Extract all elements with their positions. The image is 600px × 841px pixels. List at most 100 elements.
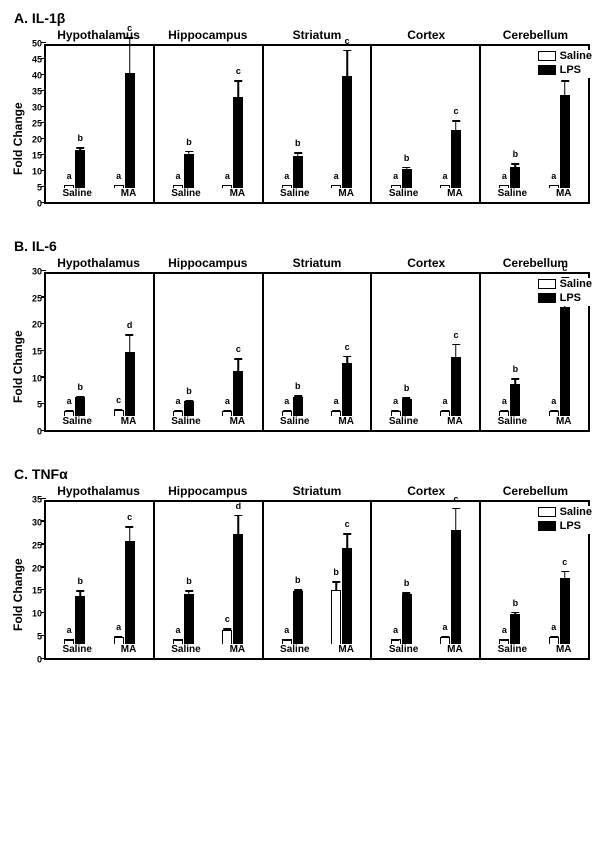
error-cap xyxy=(174,639,182,641)
plot-area: abcd xyxy=(155,502,262,644)
bar-lps xyxy=(125,541,135,644)
error-cap xyxy=(234,358,242,360)
y-tick-mark xyxy=(41,498,46,500)
significance-letter: c xyxy=(562,264,567,273)
bar-group: bc xyxy=(331,548,352,644)
subplot: abacSalineMA xyxy=(262,46,371,202)
legend-swatch xyxy=(538,65,556,75)
error-bar xyxy=(129,526,131,542)
error-bar xyxy=(504,639,506,640)
subplot: abbcSalineMA xyxy=(262,502,371,658)
significance-letter: c xyxy=(453,495,458,504)
significance-letter: a xyxy=(116,623,121,632)
significance-letter: a xyxy=(551,397,556,406)
x-label: Saline xyxy=(498,416,527,427)
plot-area: abac xyxy=(155,274,262,416)
error-cap xyxy=(76,590,84,592)
x-label: MA xyxy=(447,644,463,655)
region-label: Cortex xyxy=(372,256,481,270)
bar-saline xyxy=(114,410,124,416)
plot-area: abac xyxy=(155,46,262,188)
bar-group: ac xyxy=(331,76,352,188)
error-bar xyxy=(238,358,240,371)
subplot: abacSalineMA xyxy=(370,274,479,430)
error-cap xyxy=(294,152,302,154)
error-bar xyxy=(395,639,397,640)
plot-area: abac xyxy=(264,46,371,188)
legend-item: Saline xyxy=(538,50,592,62)
x-label: MA xyxy=(556,644,572,655)
plot-area: abcd xyxy=(46,274,153,416)
plot-area: abac xyxy=(372,46,479,188)
bar-saline xyxy=(331,411,341,416)
region-label: Hippocampus xyxy=(153,256,262,270)
legend: SalineLPS xyxy=(538,278,592,306)
significance-letter: b xyxy=(333,568,339,577)
bar-saline xyxy=(440,185,450,188)
legend-swatch xyxy=(538,51,556,61)
significance-letter: a xyxy=(175,397,180,406)
x-labels: SalineMA xyxy=(264,416,371,430)
plot-area: abac xyxy=(264,274,371,416)
x-label: MA xyxy=(121,188,137,199)
error-cap xyxy=(115,409,123,411)
error-bar xyxy=(129,334,131,353)
subplot: abacSalineMA xyxy=(153,46,262,202)
region-label: Striatum xyxy=(262,28,371,42)
x-labels: SalineMA xyxy=(46,416,153,430)
error-cap xyxy=(234,515,242,517)
bar-group: ab xyxy=(64,150,85,188)
significance-letter: b xyxy=(77,134,83,143)
chart-row: Fold Change051015202530abcdSalineMAabacS… xyxy=(10,272,590,462)
bar-lps xyxy=(75,397,85,416)
error-cap xyxy=(294,395,302,397)
significance-letter: a xyxy=(175,626,180,635)
x-labels: SalineMA xyxy=(372,644,479,658)
bar-saline xyxy=(549,411,559,416)
bar-lps xyxy=(184,594,194,644)
x-labels: SalineMA xyxy=(481,188,588,202)
significance-letter: a xyxy=(67,397,72,406)
bar-saline xyxy=(222,411,232,416)
error-cap xyxy=(392,185,400,187)
significance-letter: a xyxy=(442,623,447,632)
bar-saline xyxy=(549,637,559,644)
panel-title: A. IL-1β xyxy=(14,10,590,26)
bar-saline xyxy=(549,185,559,188)
bar-lps xyxy=(510,614,520,644)
legend: SalineLPS xyxy=(538,506,592,534)
error-bar xyxy=(395,185,397,186)
error-bar xyxy=(227,185,229,186)
bar-group: ac xyxy=(549,307,570,416)
significance-letter: b xyxy=(404,384,410,393)
x-labels: SalineMA xyxy=(46,188,153,202)
chart-row: Fold Change05101520253035404550abacSalin… xyxy=(10,44,590,234)
error-bar xyxy=(177,410,179,412)
error-bar xyxy=(227,410,229,412)
region-label: Hypothalamus xyxy=(44,256,153,270)
significance-letter: a xyxy=(393,626,398,635)
panel-title: C. TNFα xyxy=(14,466,590,482)
bar-saline xyxy=(114,185,124,188)
bar-saline xyxy=(391,411,401,416)
bar-saline xyxy=(440,411,450,416)
bar-saline xyxy=(391,639,401,644)
error-bar xyxy=(129,37,131,74)
panel-title: B. IL-6 xyxy=(14,238,590,254)
bar-group: ab xyxy=(391,169,412,188)
x-label: MA xyxy=(338,644,354,655)
significance-letter: b xyxy=(513,150,519,159)
significance-letter: a xyxy=(284,172,289,181)
bar-saline xyxy=(282,639,292,644)
bar-lps xyxy=(560,95,570,188)
legend-swatch xyxy=(538,279,556,289)
x-label: Saline xyxy=(171,416,200,427)
significance-letter: a xyxy=(116,172,121,181)
error-cap xyxy=(392,639,400,641)
significance-letter: a xyxy=(334,397,339,406)
significance-letter: d xyxy=(127,321,133,330)
error-bar xyxy=(455,508,457,531)
subplot: abacSalineMA xyxy=(44,46,153,202)
x-label: Saline xyxy=(171,644,200,655)
region-label: Hypothalamus xyxy=(44,28,153,42)
